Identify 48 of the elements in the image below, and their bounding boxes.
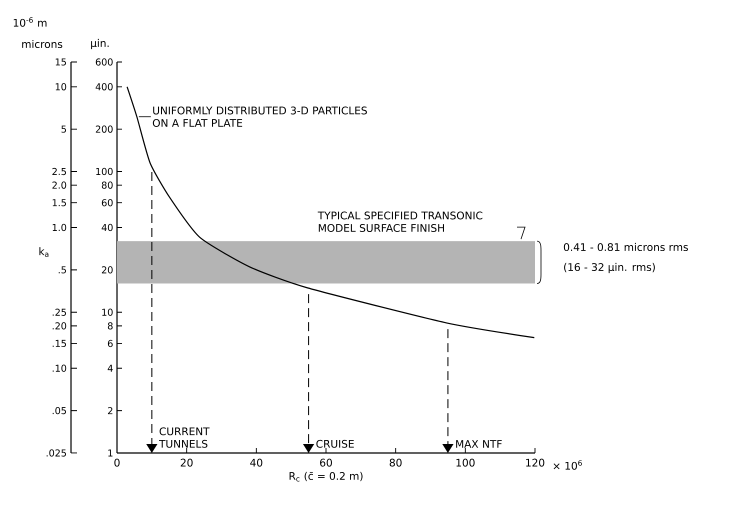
text: .20 — [52, 322, 66, 330]
y-tick-label: 80 — [102, 182, 113, 189]
y-tick-label: 1 — [108, 450, 112, 456]
x-axis-title: R$_{c}$ (c̄ = 0.2 m) — [290, 472, 363, 482]
x-tick-label: 40 — [250, 458, 262, 467]
x-tick-label: 60 — [320, 458, 332, 467]
y-tick-label: 600 — [96, 58, 113, 66]
y-tick-label: 4 — [108, 364, 113, 372]
x-tick-label: 80 — [390, 458, 402, 467]
text: .15 — [52, 340, 66, 348]
text: 15 — [56, 58, 66, 66]
text: 2.0 — [52, 182, 66, 189]
x-tick-label: 120 — [526, 458, 544, 467]
text: .5 — [58, 266, 66, 274]
text: 5 — [62, 126, 66, 133]
y-tick-label: 60 — [102, 199, 113, 206]
text: .10 — [52, 364, 66, 372]
ref-line-label: CURRENT TUNNELS — [159, 427, 210, 448]
ref-line-label: CRUISE — [316, 440, 354, 448]
x-tick-label: 20 — [180, 458, 193, 467]
text: 1.0 — [52, 224, 66, 232]
text: 0.41 - 0.81 microns rms — [564, 242, 688, 252]
y-tick-label: 8 — [108, 322, 113, 330]
y-tick-label: 40 — [102, 224, 113, 232]
text: 10 — [56, 83, 66, 90]
x-tick-label: 0 — [114, 458, 120, 467]
text: (16 - 32 µin. rms) — [564, 262, 655, 274]
ref-line-label: MAX NTF — [456, 440, 502, 448]
legend-label: UNIFORMLY DISTRIBUTED 3-D PARTICLES ON A FLAT PLATE — [152, 106, 367, 127]
text: .25 — [52, 308, 66, 316]
text: microns — [22, 40, 62, 48]
text: 2.5 — [52, 168, 66, 176]
y-tick-label: 10 — [102, 308, 113, 316]
text: µin. — [91, 38, 109, 50]
y-tick-label: 100 — [96, 168, 113, 176]
text: .025 — [46, 449, 66, 457]
y-tick-label: 200 — [96, 126, 113, 133]
text: .05 — [52, 407, 66, 414]
y-axis-title: k$_{a}$ — [39, 247, 48, 257]
y-tick-label: 2 — [108, 407, 112, 414]
y-tick-label: 6 — [108, 340, 113, 348]
y-tick-label: 400 — [96, 83, 113, 90]
y-tick-label: 20 — [102, 266, 113, 274]
text: 1.5 — [52, 199, 66, 206]
band-label: TYPICAL SPECIFIED TRANSONIC MODEL SURFACE FINISH — [318, 212, 482, 232]
text: 10$^{-6}$ m — [14, 17, 46, 27]
text: × 10$^{6}$ — [554, 460, 582, 470]
x-tick-label: 100 — [456, 458, 475, 467]
